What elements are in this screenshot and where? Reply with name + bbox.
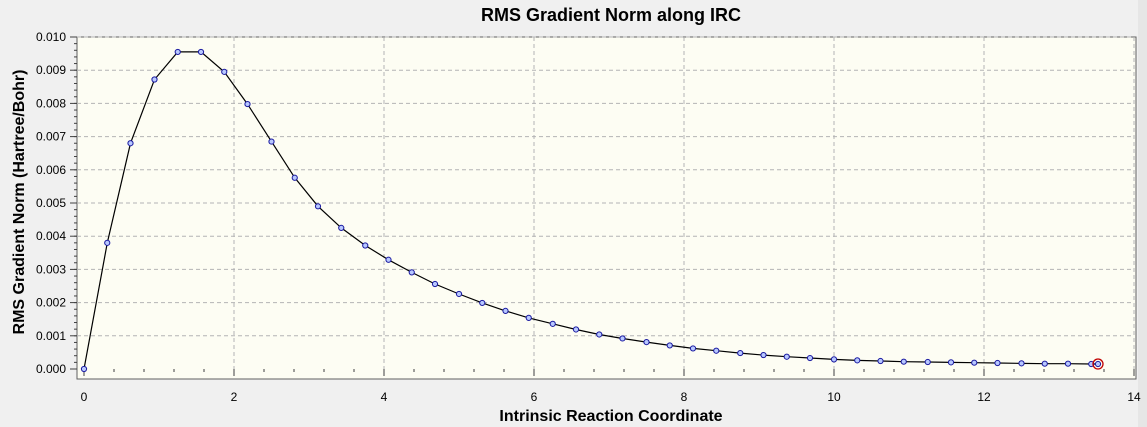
data-point [338, 224, 345, 231]
y-axis-label: RMS Gradient Norm (Hartree/Bohr) [11, 70, 28, 335]
data-point [760, 351, 767, 359]
data-point [127, 140, 134, 147]
y-tick-label: 0.008 [36, 96, 66, 110]
data-point [479, 299, 486, 307]
data-point [151, 76, 158, 83]
y-tick-label: 0.006 [36, 163, 66, 177]
data-point [1064, 360, 1072, 367]
data-point [455, 290, 463, 298]
x-tick-label: 4 [381, 390, 388, 404]
data-point [221, 68, 228, 75]
y-tick-label: 0.002 [36, 296, 66, 310]
data-point [291, 174, 298, 181]
tick-layer: 0 2 4 6 8 10 12 14 0.000 0.001 0.002 0.003 0.004 0.00… [36, 30, 1141, 404]
data-point [502, 307, 509, 314]
data-point [1041, 360, 1048, 367]
x-tick-label: 14 [1127, 390, 1141, 404]
data-point [924, 358, 931, 366]
x-tick-label: 8 [681, 390, 688, 404]
data-point [525, 314, 532, 321]
data-point [877, 357, 884, 365]
y-tick-label: 0.007 [36, 130, 66, 144]
data-point [1018, 360, 1025, 367]
series-layer [80, 48, 1104, 373]
y-tick-label: 0.003 [36, 262, 66, 276]
y-tick-label: 0.001 [36, 329, 66, 343]
data-point [737, 349, 744, 357]
y-tick-label: 0.010 [36, 30, 66, 44]
current-point-marker [1092, 358, 1104, 370]
data-point [830, 356, 838, 363]
x-tick-label: 10 [827, 390, 841, 404]
data-point [689, 345, 697, 352]
data-point [268, 138, 275, 145]
data-point [362, 242, 369, 249]
x-tick-label: 2 [231, 390, 238, 404]
data-point [783, 353, 790, 360]
chart-title: RMS Gradient Norm along IRC [481, 5, 741, 25]
data-point [80, 365, 88, 373]
data-point [643, 339, 650, 346]
data-point [596, 331, 603, 338]
data-point [385, 256, 392, 263]
data-point [713, 347, 720, 354]
data-point [244, 100, 251, 108]
data-point [431, 280, 439, 288]
data-point [1094, 360, 1102, 368]
window-edge [1138, 0, 1147, 427]
y-tick-label: 0.000 [36, 362, 66, 376]
y-tick-label: 0.005 [36, 196, 66, 210]
data-point [900, 358, 907, 365]
data-point [994, 359, 1001, 367]
data-point [174, 48, 181, 56]
data-point [572, 326, 580, 333]
data-point [314, 203, 322, 210]
data-point [666, 342, 673, 349]
x-tick-label: 6 [531, 390, 538, 404]
x-axis-label: Intrinsic Reaction Coordinate [499, 408, 722, 425]
data-point [806, 354, 814, 362]
grid-layer [77, 36, 1135, 369]
data-point [408, 269, 415, 276]
data-point [854, 357, 861, 364]
plot-area [76, 36, 1137, 380]
data-point [947, 359, 955, 366]
x-tick-label: 12 [977, 390, 991, 404]
data-point [619, 335, 626, 342]
data-point [104, 239, 111, 246]
y-tick-label: 0.009 [36, 63, 66, 77]
data-point [197, 48, 205, 56]
data-point [549, 320, 556, 327]
data-point [971, 359, 978, 366]
y-tick-label: 0.004 [36, 229, 66, 243]
x-tick-label: 0 [81, 390, 88, 404]
